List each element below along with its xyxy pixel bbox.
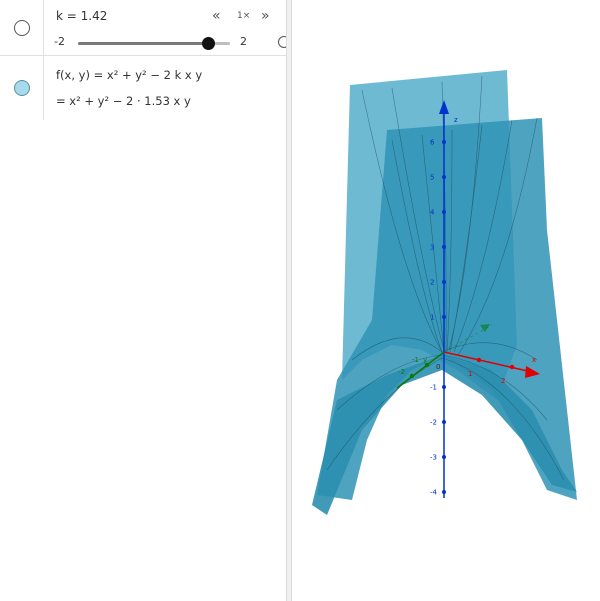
slider-max-label: 2 [240, 35, 247, 48]
y-axis-arrow-icon [480, 324, 490, 332]
z-tick-mark [442, 315, 446, 319]
z-tick-label: -4 [430, 489, 438, 497]
z-tick-label: -1 [430, 384, 437, 392]
x-axis-line [443, 351, 533, 373]
y-tick-1 [424, 362, 430, 368]
z-axis-arrow-icon [439, 100, 449, 114]
x-axis-label: x [532, 356, 536, 364]
z-tick-label: 6 [430, 139, 435, 147]
z-axis-label: z [454, 116, 458, 124]
y-tick-2 [409, 373, 415, 379]
slider-track[interactable] [78, 37, 230, 50]
visibility-toggle-icon[interactable] [14, 20, 30, 36]
slider-min-label: -2 [54, 35, 65, 48]
algebra-view: k = 1.42 « 1× » -2 2 f(x, y) = x² + y² −… [0, 0, 290, 601]
z-tick-mark [442, 420, 446, 424]
slider-label[interactable]: k = 1.42 [56, 9, 108, 23]
visibility-column [0, 56, 44, 120]
slider-fill [78, 42, 208, 45]
z-tick-label: 4 [430, 209, 435, 217]
graphics-3d-view[interactable]: 1 2 3 4 5 6 -1 -2 -3 -4 z x y 0 1 2 -1 -2 [292, 0, 600, 601]
surface-front-lower [312, 355, 577, 515]
origin-label: 0 [436, 363, 440, 371]
double-chevron-left-icon[interactable]: « [212, 8, 221, 24]
x-tick-label-2: 2 [501, 377, 505, 385]
visibility-column [0, 0, 44, 55]
z-tick-label: 1 [430, 314, 434, 322]
surface-mesh [326, 75, 565, 481]
x-tick-label-1: 1 [468, 370, 472, 378]
x-tick-2 [509, 364, 515, 370]
x-axis-arrow-icon [525, 366, 540, 378]
y-axis-line [396, 351, 445, 389]
slider-thumb[interactable] [201, 37, 215, 50]
z-ticks: 1 2 3 4 5 6 -1 -2 -3 -4 [430, 139, 446, 497]
y-tick-label-1: -1 [412, 356, 419, 364]
animation-speed-button[interactable]: 1× [237, 11, 251, 21]
z-tick-label: 5 [430, 174, 434, 182]
panel-divider[interactable] [286, 0, 292, 601]
z-tick-label: -2 [430, 419, 437, 427]
function-definition[interactable]: f(x, y) = x² + y² − 2 k x y [56, 68, 203, 82]
z-tick-mark [442, 490, 446, 494]
z-tick-mark [442, 280, 446, 284]
y-tick-label-2: -2 [398, 368, 405, 376]
function-expanded: = x² + y² − 2 · 1.53 x y [56, 94, 191, 108]
z-tick-mark [442, 385, 446, 389]
slider-row-k[interactable]: k = 1.42 « 1× » -2 2 [0, 0, 290, 56]
z-tick-label: 3 [430, 244, 434, 252]
z-tick-label: -3 [430, 454, 437, 462]
3d-plot-canvas[interactable]: 1 2 3 4 5 6 -1 -2 -3 -4 z x y 0 1 2 -1 -2 [292, 0, 600, 601]
visibility-toggle-icon[interactable] [14, 80, 30, 96]
y-axis-label: y [423, 356, 427, 364]
double-chevron-right-icon[interactable]: » [261, 8, 270, 24]
function-row-f[interactable]: f(x, y) = x² + y² − 2 k x y = x² + y² − … [0, 56, 286, 120]
x-tick-1 [476, 357, 482, 363]
z-tick-mark [442, 455, 446, 459]
z-tick-label: 2 [430, 279, 434, 287]
